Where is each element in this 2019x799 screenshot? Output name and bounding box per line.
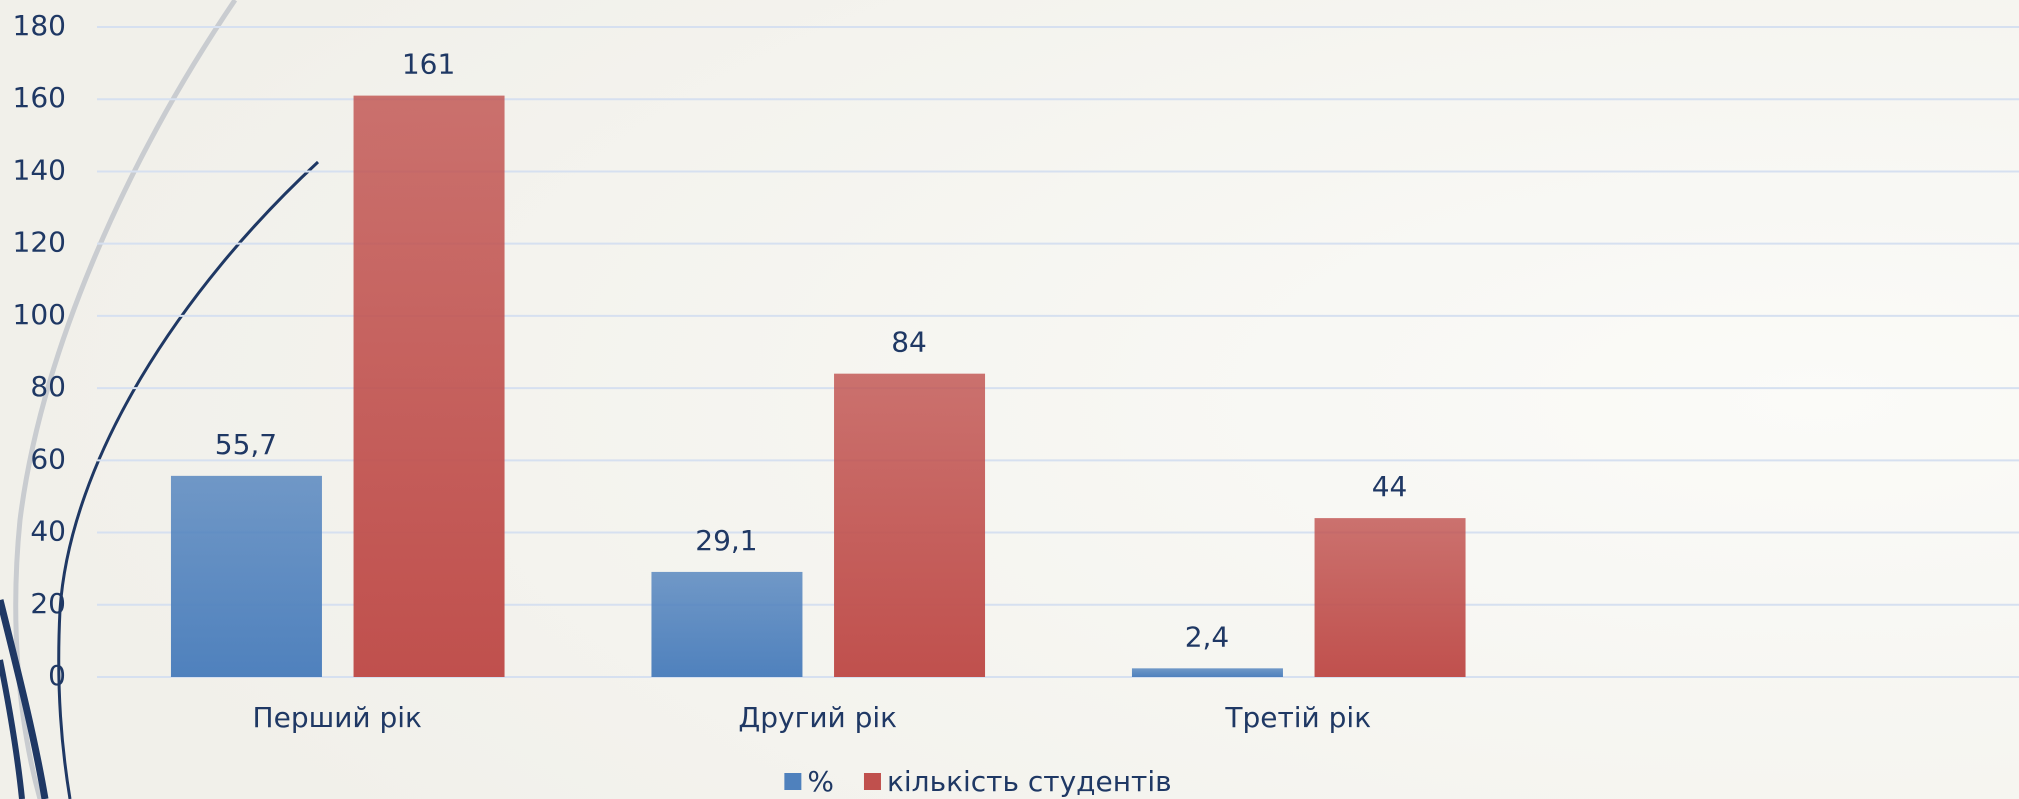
x-tick-label: Третій рік: [1224, 701, 1371, 734]
value-label: 84: [891, 326, 927, 359]
bar: [651, 572, 802, 677]
bar: [1132, 668, 1283, 677]
legend-swatch: [864, 773, 881, 790]
bar: [1315, 518, 1466, 677]
chart: 0 20 40 60 80 100 120 140 160 180 Перший рік 55,7 16…: [0, 0, 2019, 799]
value-label: 44: [1372, 470, 1408, 503]
y-tick-label: 60: [30, 442, 66, 475]
y-tick-label: 20: [30, 587, 66, 620]
value-label: 2,4: [1185, 620, 1230, 653]
x-tick-label: Другий рік: [738, 701, 897, 734]
y-tick-label: 0: [48, 659, 66, 692]
legend-label: %: [807, 765, 834, 798]
y-tick-label: 100: [13, 298, 66, 331]
legend-swatch: [784, 773, 801, 790]
x-tick-label: Перший рік: [253, 701, 422, 734]
y-tick-label: 180: [13, 9, 66, 42]
bar: [834, 374, 985, 677]
bar: [171, 476, 322, 677]
legend-label: кількість студентів: [887, 765, 1172, 798]
value-label: 29,1: [695, 524, 757, 557]
value-label: 161: [402, 48, 455, 81]
bar: [354, 96, 505, 677]
y-tick-label: 140: [13, 153, 66, 186]
y-tick-label: 80: [30, 370, 66, 403]
y-tick-label: 40: [30, 515, 66, 548]
y-tick-label: 160: [13, 81, 66, 114]
background: [0, 0, 2019, 799]
value-label: 55,7: [215, 428, 277, 461]
y-tick-label: 120: [13, 226, 66, 259]
